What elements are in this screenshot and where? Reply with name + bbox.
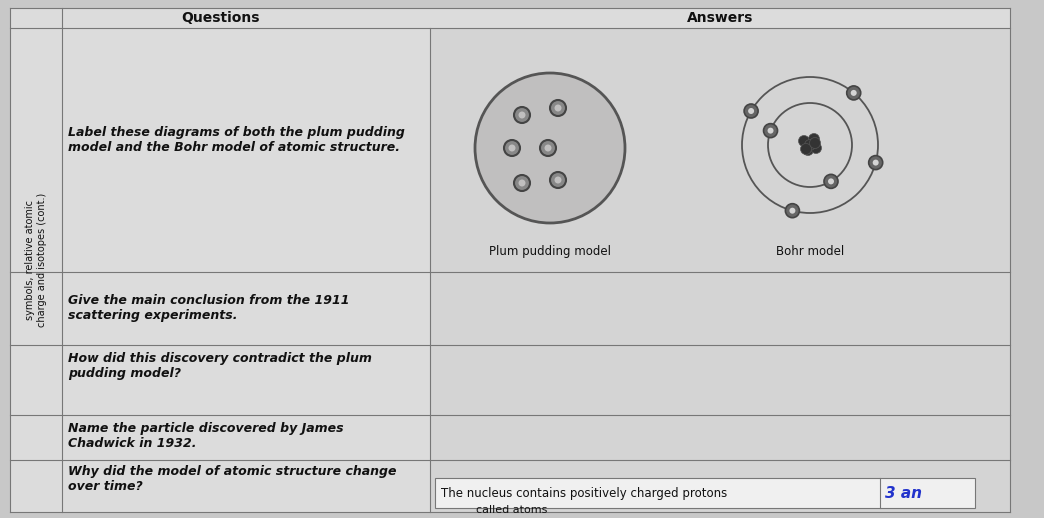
Circle shape xyxy=(767,127,774,134)
Bar xyxy=(430,28,1010,512)
Text: Why did the model of atomic structure change
over time?: Why did the model of atomic structure ch… xyxy=(68,465,397,493)
Circle shape xyxy=(809,137,821,149)
Text: symbols, relative atomic: symbols, relative atomic xyxy=(25,200,35,320)
Circle shape xyxy=(514,175,530,191)
Text: The nucleus contains positively charged protons: The nucleus contains positively charged … xyxy=(441,486,728,499)
Circle shape xyxy=(519,180,525,186)
Circle shape xyxy=(799,136,809,147)
Text: Name the particle discovered by James
Chadwick in 1932.: Name the particle discovered by James Ch… xyxy=(68,422,343,450)
Text: Plum pudding model: Plum pudding model xyxy=(489,245,611,258)
Text: Label these diagrams of both the plum pudding
model and the Bohr model of atomic: Label these diagrams of both the plum pu… xyxy=(68,126,405,154)
Circle shape xyxy=(744,104,758,118)
Circle shape xyxy=(749,108,754,114)
Text: called atoms: called atoms xyxy=(441,505,547,515)
Circle shape xyxy=(824,175,838,189)
Circle shape xyxy=(550,172,566,188)
Circle shape xyxy=(873,160,879,166)
Text: Questions: Questions xyxy=(181,11,259,25)
Circle shape xyxy=(504,140,520,156)
Bar xyxy=(435,478,975,508)
Circle shape xyxy=(540,140,556,156)
Circle shape xyxy=(805,139,815,151)
Circle shape xyxy=(869,155,882,169)
Text: Give the main conclusion from the 1911
scattering experiments.: Give the main conclusion from the 1911 s… xyxy=(68,294,350,322)
Circle shape xyxy=(828,178,834,184)
Circle shape xyxy=(803,145,813,155)
Circle shape xyxy=(785,204,800,218)
Circle shape xyxy=(851,90,857,96)
Circle shape xyxy=(808,134,820,145)
Text: 3 an: 3 an xyxy=(885,485,922,500)
Text: charge and isotopes (cont.): charge and isotopes (cont.) xyxy=(37,193,47,327)
Circle shape xyxy=(554,105,562,111)
Circle shape xyxy=(475,73,625,223)
Text: How did this discovery contradict the plum
pudding model?: How did this discovery contradict the pl… xyxy=(68,352,372,380)
Circle shape xyxy=(789,208,796,214)
Circle shape xyxy=(801,143,811,154)
Text: Answers: Answers xyxy=(687,11,753,25)
Circle shape xyxy=(550,100,566,116)
Circle shape xyxy=(519,111,525,119)
Circle shape xyxy=(847,86,860,100)
Circle shape xyxy=(554,177,562,183)
Circle shape xyxy=(763,124,778,138)
Circle shape xyxy=(508,145,516,151)
Circle shape xyxy=(514,107,530,123)
Circle shape xyxy=(545,145,551,151)
Text: Bohr model: Bohr model xyxy=(776,245,845,258)
Circle shape xyxy=(810,142,822,153)
